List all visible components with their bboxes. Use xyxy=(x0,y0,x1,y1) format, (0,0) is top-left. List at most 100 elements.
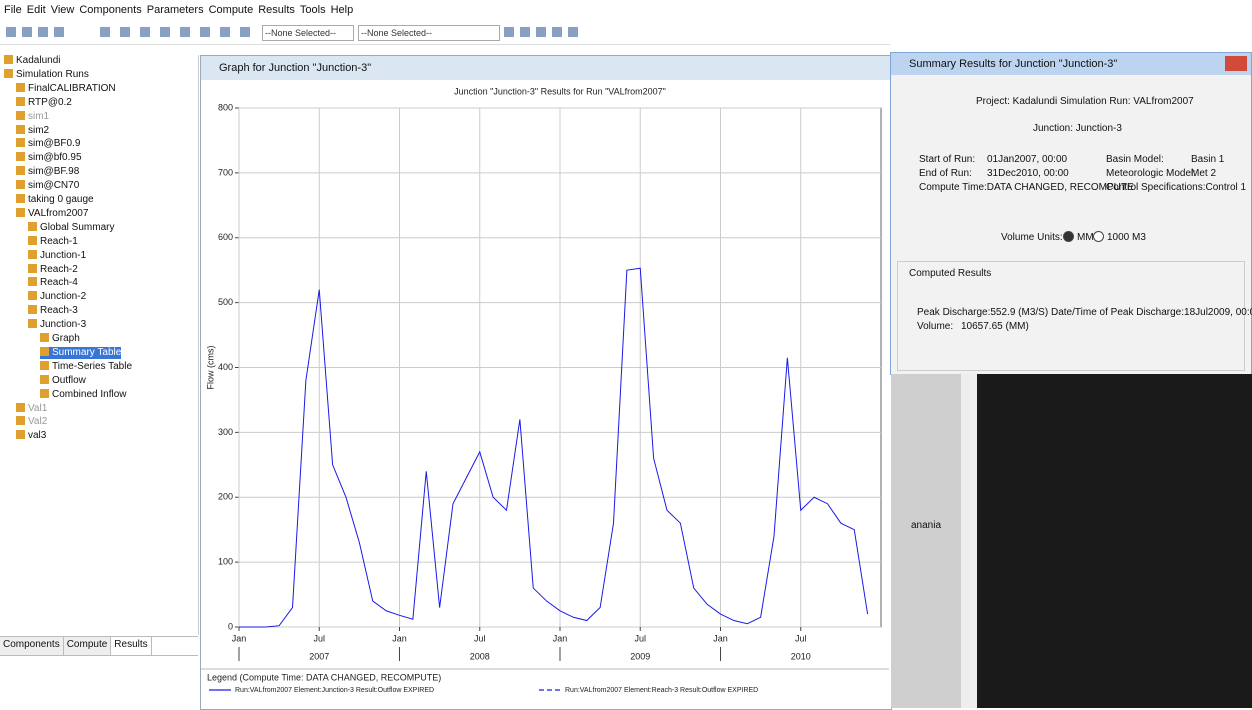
tree-item[interactable]: Junction-1 xyxy=(28,250,86,262)
menu-item[interactable]: Components xyxy=(79,4,141,16)
tree-item[interactable]: Reach-4 xyxy=(28,277,78,289)
tree-item[interactable]: taking 0 gauge xyxy=(16,194,94,206)
icon[interactable] xyxy=(504,27,514,37)
tree-icon xyxy=(16,403,25,412)
y-tick-label: 200 xyxy=(218,492,233,502)
tree-icon xyxy=(28,250,37,259)
tree-label: Reach-4 xyxy=(40,277,78,288)
tree-item[interactable]: Outflow xyxy=(40,375,86,387)
group-title: Computed Results xyxy=(909,268,991,279)
tree-label: Reach-1 xyxy=(40,236,78,247)
menu-item[interactable]: View xyxy=(51,4,75,16)
tree-label: val3 xyxy=(28,430,46,441)
tab[interactable]: Results xyxy=(111,637,151,655)
tree-item[interactable]: sim1 xyxy=(16,111,49,123)
menu-item[interactable]: Help xyxy=(331,4,354,16)
tree-label: Combined Inflow xyxy=(52,389,126,400)
icon[interactable] xyxy=(520,27,530,37)
icon[interactable] xyxy=(140,27,150,37)
tree-item[interactable]: Time-Series Table xyxy=(40,361,132,373)
tree-item[interactable]: sim@bf0.95 xyxy=(16,152,82,164)
menu-item[interactable]: Results xyxy=(258,4,295,16)
tree-item[interactable]: val3 xyxy=(16,430,46,442)
tree-item[interactable]: Global Summary xyxy=(28,222,114,234)
y-tick-label: 500 xyxy=(218,297,233,307)
tree-label: Summary Table xyxy=(52,347,121,358)
icon[interactable] xyxy=(100,27,110,37)
value: 01Jan2007, 00:00 xyxy=(987,154,1067,165)
value: Basin 1 xyxy=(1191,154,1224,165)
x-group-label: 2009 xyxy=(630,651,650,661)
icon[interactable] xyxy=(200,27,210,37)
x-tick-label: Jan xyxy=(713,633,728,643)
icon[interactable] xyxy=(536,27,546,37)
tree-icon xyxy=(28,222,37,231)
tree-item[interactable]: Reach-3 xyxy=(28,305,78,317)
tree-item[interactable]: sim2 xyxy=(16,125,49,137)
y-tick-label: 800 xyxy=(218,102,233,112)
tree-label: sim@BF0.9 xyxy=(28,138,80,149)
icon[interactable] xyxy=(6,27,16,37)
radio[interactable] xyxy=(1063,231,1074,242)
icon[interactable] xyxy=(568,27,578,37)
tree-item[interactable]: Simulation Runs xyxy=(4,69,89,81)
menu-item[interactable]: Compute xyxy=(209,4,254,16)
tree-item[interactable]: sim@CN70 xyxy=(16,180,79,192)
tree-label: VALfrom2007 xyxy=(28,208,88,219)
tree-icon xyxy=(16,97,25,106)
tree-item[interactable]: sim@BF0.9 xyxy=(16,138,80,150)
menu-item[interactable]: Parameters xyxy=(147,4,204,16)
dropdown[interactable]: --None Selected-- xyxy=(358,25,500,41)
icon[interactable] xyxy=(552,27,562,37)
tree-item[interactable]: sim@BF.98 xyxy=(16,166,79,178)
radio[interactable] xyxy=(1093,231,1104,242)
x-group-label: 2007 xyxy=(309,651,329,661)
tree-item[interactable]: FinalCALIBRATION xyxy=(16,83,116,95)
icon[interactable] xyxy=(220,27,230,37)
tree-label: Global Summary xyxy=(40,222,114,233)
tree-item[interactable]: Graph xyxy=(40,333,80,345)
tree-item[interactable]: Val2 xyxy=(16,416,47,428)
menu-item[interactable]: Tools xyxy=(300,4,326,16)
x-tick-label: Jul xyxy=(313,633,325,643)
menu-bar: File Edit View Components Parameters Compute R… xyxy=(4,4,353,16)
tree-item[interactable]: Summary Table xyxy=(40,347,121,359)
tab[interactable]: Compute xyxy=(64,637,112,655)
tree-item[interactable]: Val1 xyxy=(16,403,47,415)
tree-item[interactable]: Kadalundi xyxy=(4,55,60,67)
scrollbar[interactable] xyxy=(961,374,977,708)
tree-icon xyxy=(40,333,49,342)
menu-item[interactable]: File xyxy=(4,4,22,16)
icon[interactable] xyxy=(120,27,130,37)
menu-item[interactable]: Edit xyxy=(27,4,46,16)
y-tick-label: 0 xyxy=(228,621,233,631)
close-button[interactable] xyxy=(1225,56,1247,71)
tree-icon xyxy=(4,69,13,78)
icon[interactable] xyxy=(38,27,48,37)
legend-label: Run:VALfrom2007 Element:Reach-3 Result:O… xyxy=(565,687,758,694)
tree-item[interactable]: VALfrom2007 xyxy=(16,208,88,220)
tree-item[interactable]: Combined Inflow xyxy=(40,389,126,401)
label: Peak Discharge:552.9 (M3/S) xyxy=(917,307,1048,318)
tree-item[interactable]: Junction-2 xyxy=(28,291,86,303)
summary-window: Summary Results for Junction "Junction-3… xyxy=(890,52,1252,375)
tree-icon xyxy=(16,180,25,189)
tree-item[interactable]: RTP@0.2 xyxy=(16,97,72,109)
x-group-label: 2010 xyxy=(791,651,811,661)
tree-item[interactable]: Junction-3 xyxy=(28,319,86,331)
icon[interactable] xyxy=(160,27,170,37)
dropdown[interactable]: --None Selected-- xyxy=(262,25,354,41)
icon[interactable] xyxy=(180,27,190,37)
icon[interactable] xyxy=(240,27,250,37)
tree-item[interactable]: Reach-1 xyxy=(28,236,78,248)
tab[interactable]: Components xyxy=(0,637,64,655)
tree-icon xyxy=(28,277,37,286)
icon[interactable] xyxy=(54,27,64,37)
tree-label: RTP@0.2 xyxy=(28,97,72,108)
tree-item[interactable]: Reach-2 xyxy=(28,264,78,276)
x-tick-label: Jul xyxy=(795,633,807,643)
tree-label: sim@CN70 xyxy=(28,180,79,191)
icon[interactable] xyxy=(22,27,32,37)
tree-icon xyxy=(16,416,25,425)
y-tick-label: 700 xyxy=(218,167,233,177)
